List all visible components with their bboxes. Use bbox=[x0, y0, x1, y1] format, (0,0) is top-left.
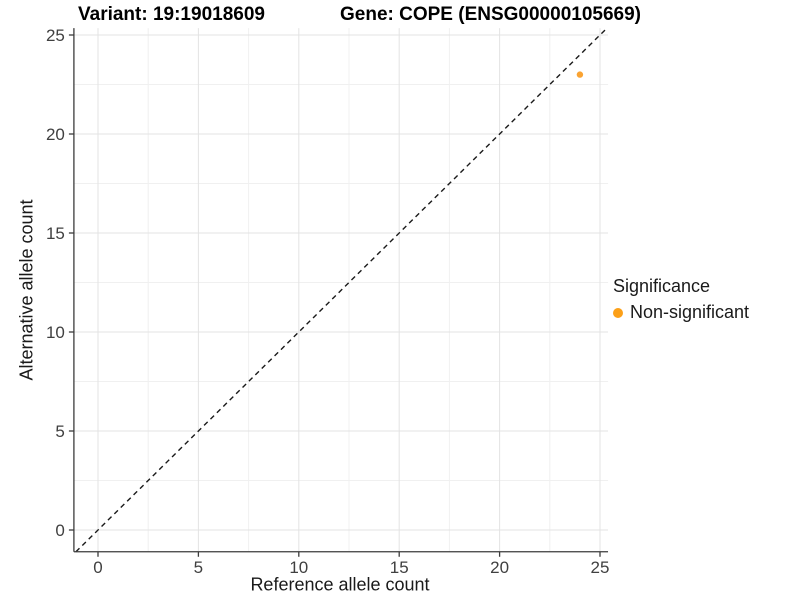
x-tick-label: 20 bbox=[490, 558, 509, 577]
x-axis-title: Reference allele count bbox=[250, 574, 430, 595]
y-tick-label: 10 bbox=[46, 323, 65, 342]
x-tick-label: 5 bbox=[194, 558, 203, 577]
x-tick-label: 25 bbox=[591, 558, 610, 577]
y-tick-label: 5 bbox=[55, 422, 64, 441]
x-tick-label: 0 bbox=[93, 558, 102, 577]
y-tick-label: 20 bbox=[46, 125, 65, 144]
y-tick-label: 25 bbox=[46, 26, 65, 45]
x-tick-label: 15 bbox=[390, 558, 409, 577]
legend-title: Significance bbox=[613, 276, 711, 296]
legend-point-icon bbox=[613, 307, 623, 318]
data-point bbox=[576, 71, 584, 78]
y-tick-label: 0 bbox=[55, 521, 64, 540]
identity-line bbox=[75, 27, 608, 553]
x-tick-label: 10 bbox=[289, 558, 308, 577]
y-axis-title: Alternative allele count bbox=[16, 199, 37, 381]
legend-item: Non-significant bbox=[613, 302, 749, 323]
variant-title: Variant: 19:19018609 bbox=[78, 4, 265, 25]
y-tick-label: 15 bbox=[46, 224, 65, 243]
legend-item-label: Non-significant bbox=[630, 302, 750, 322]
gene-title: Gene: COPE (ENSG00000105669) bbox=[340, 4, 641, 25]
legend: Significance Non-significant bbox=[613, 276, 749, 323]
